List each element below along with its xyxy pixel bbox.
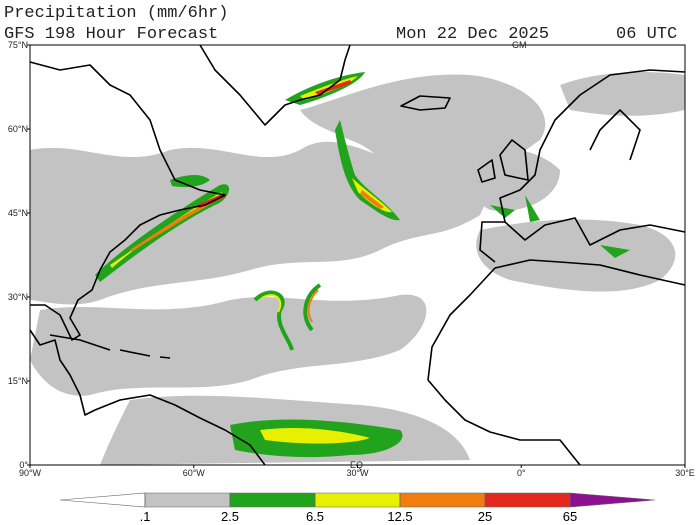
lon-tick-label: 30°E [675, 468, 695, 478]
lon-tick-label: 30°W [346, 468, 369, 478]
lat-tick-label: 30°N [8, 292, 28, 302]
title: Precipitation (mm/6hr) [4, 4, 228, 23]
lat-tick-label: 75°N [8, 40, 28, 50]
colorbar-segment [144, 492, 231, 508]
colorbar-segment [569, 492, 656, 508]
colorbar-segment [59, 492, 146, 508]
lon-tick-label: 0° [517, 468, 526, 478]
lat-tick-label: 0° [19, 460, 28, 470]
colorbar-label: 2.5 [221, 509, 239, 524]
colorbar-label: .1 [140, 509, 151, 524]
lat-tick-label: 45°N [8, 208, 28, 218]
lon-tick-label: 60°W [183, 468, 206, 478]
date: Mon 22 Dec 2025 [396, 25, 549, 44]
annotation: EQ [350, 460, 363, 470]
colorbar-segment [399, 492, 486, 508]
colorbar-label: 65 [563, 509, 577, 524]
colorbar-segment [484, 492, 571, 508]
colorbar-label: 6.5 [306, 509, 324, 524]
colorbar-label: 12.5 [387, 509, 412, 524]
colorbar-label: 25 [478, 509, 492, 524]
precipitation-field [30, 45, 685, 465]
colorbar-segment [229, 492, 316, 508]
annotation: GM [512, 40, 527, 50]
lat-tick-label: 60°N [8, 124, 28, 134]
time: 06 UTC [616, 25, 677, 44]
coastlines [29, 44, 686, 466]
colorbar-segment [314, 492, 401, 508]
subtitle: GFS 198 Hour Forecast [4, 25, 218, 44]
lon-tick-label: 90°W [19, 468, 42, 478]
lat-tick-label: 15°N [8, 376, 28, 386]
